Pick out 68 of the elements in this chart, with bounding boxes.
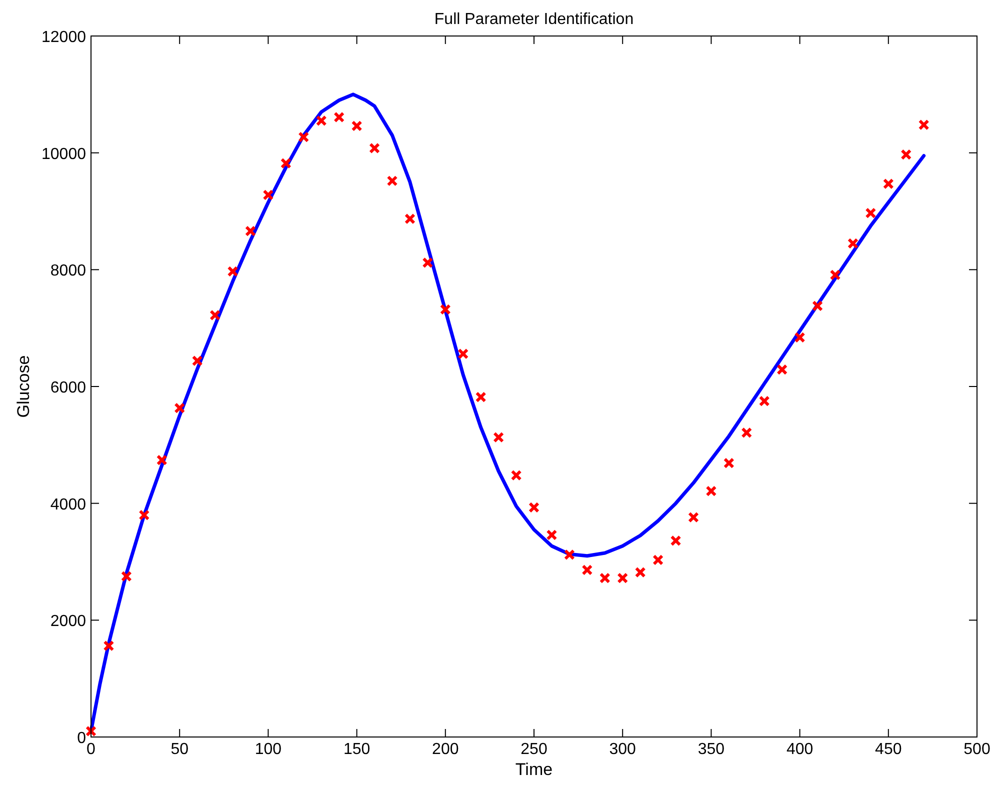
point xyxy=(493,432,504,443)
point xyxy=(670,535,682,546)
point xyxy=(847,238,858,249)
y-tick-label: 12000 xyxy=(42,29,86,46)
point xyxy=(369,142,380,154)
y-tick-label: 6000 xyxy=(50,380,86,396)
point xyxy=(865,208,876,218)
y-axis-title: Glucose xyxy=(14,355,33,418)
point xyxy=(210,310,221,321)
x-tick-label: 150 xyxy=(343,741,370,758)
point xyxy=(174,402,186,414)
point xyxy=(706,486,717,497)
point xyxy=(723,458,734,469)
point xyxy=(138,510,150,521)
point xyxy=(334,112,345,123)
point xyxy=(688,512,699,523)
point xyxy=(812,300,824,312)
point xyxy=(156,454,168,466)
point xyxy=(227,266,238,277)
point xyxy=(386,175,398,186)
x-tick-label: 300 xyxy=(609,741,636,758)
point xyxy=(900,149,912,160)
point xyxy=(882,178,894,190)
point xyxy=(475,392,486,403)
point xyxy=(404,213,416,224)
point xyxy=(741,427,752,438)
x-tick-label: 50 xyxy=(170,741,189,758)
x-tick-label: 500 xyxy=(964,741,990,758)
point xyxy=(422,257,434,268)
point xyxy=(830,269,841,280)
point xyxy=(244,226,256,237)
x-tick-label: 350 xyxy=(698,741,725,758)
point xyxy=(794,332,806,343)
point xyxy=(458,348,469,360)
point xyxy=(599,572,610,584)
point xyxy=(86,726,96,737)
point xyxy=(192,355,203,366)
y-tick-label: 10000 xyxy=(42,146,86,163)
point xyxy=(918,119,930,130)
y-tick-label: 8000 xyxy=(50,262,86,280)
y-tick-label: 4000 xyxy=(50,496,86,514)
point xyxy=(351,120,362,132)
y-tick-label: 0 xyxy=(77,730,86,747)
point xyxy=(564,549,575,560)
point xyxy=(528,502,540,513)
x-tick-label: 100 xyxy=(254,741,282,758)
x-tick-label: 200 xyxy=(432,741,459,758)
point xyxy=(652,554,664,566)
point xyxy=(758,396,770,407)
point xyxy=(103,640,114,652)
point xyxy=(634,566,646,578)
x-axis-title: Time xyxy=(515,760,553,779)
point xyxy=(120,570,132,582)
x-tick-label: 450 xyxy=(875,741,902,758)
y-tick-label: 2000 xyxy=(50,613,86,630)
point xyxy=(546,529,558,540)
point xyxy=(440,304,451,315)
point xyxy=(582,564,593,576)
point xyxy=(280,158,292,169)
point xyxy=(617,572,628,584)
point xyxy=(776,364,788,376)
point xyxy=(510,470,522,481)
point xyxy=(298,132,310,143)
point xyxy=(316,115,327,126)
x-tick-label: 250 xyxy=(520,741,548,758)
point xyxy=(262,189,274,200)
x-tick-label: 400 xyxy=(786,741,814,758)
chart-title: Full Parameter Identification xyxy=(434,11,634,28)
